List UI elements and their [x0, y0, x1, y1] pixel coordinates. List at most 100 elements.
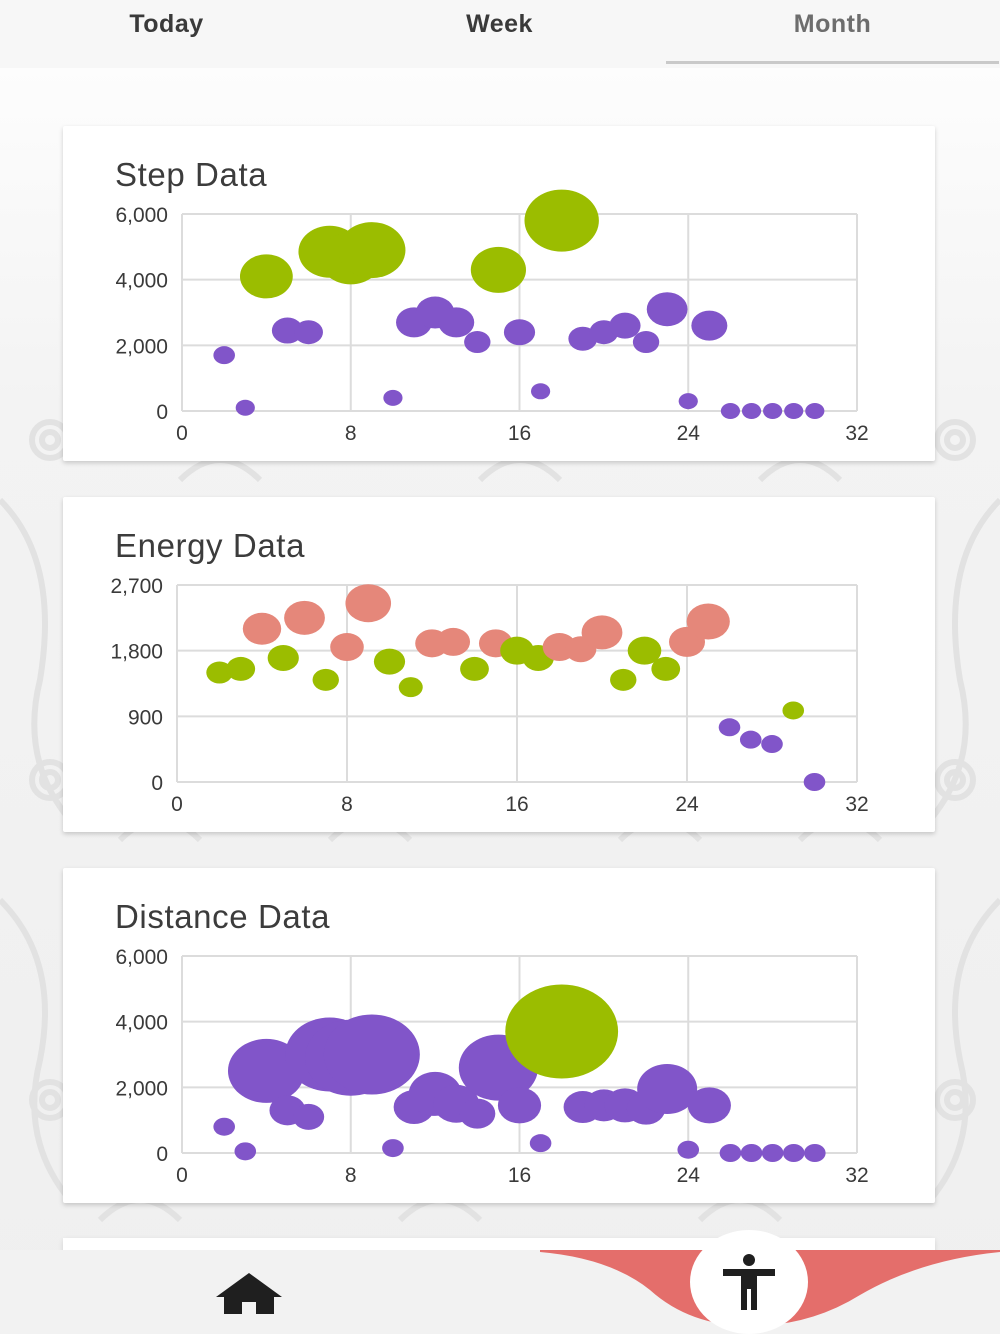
data-bubble: [646, 292, 688, 327]
data-bubble: [691, 310, 728, 341]
data-bubble: [718, 718, 741, 737]
data-bubble: [292, 1103, 325, 1130]
x-tick-label: 32: [845, 422, 868, 445]
data-bubble: [470, 246, 527, 293]
bubble-series: [206, 584, 826, 791]
x-tick-label: 0: [176, 1164, 188, 1187]
y-tick-label: 6,000: [115, 204, 168, 227]
x-tick-label: 0: [171, 793, 183, 816]
accessibility-button[interactable]: [690, 1230, 808, 1334]
x-tick-label: 24: [677, 422, 701, 445]
data-bubble: [529, 1134, 552, 1153]
data-bubble: [345, 584, 392, 623]
x-tick-label: 16: [508, 1164, 531, 1187]
data-bubble: [284, 600, 325, 635]
step-chart: 0 8 16 24 32 0 2,000 4,000 6,000: [115, 189, 869, 445]
chart-grid: [176, 584, 858, 783]
x-tick-label: 8: [345, 1164, 357, 1187]
x-tick-label: 0: [176, 422, 188, 445]
data-bubble: [323, 1014, 420, 1095]
data-bubble: [610, 668, 637, 691]
tab-week[interactable]: Week: [466, 10, 533, 38]
energy-data-card: Energy Data 0 8 16 24 32 0 900 1,800 2,700: [63, 497, 935, 832]
data-bubble: [242, 612, 282, 645]
x-tick-label: 8: [341, 793, 353, 816]
distance-chart: 0 8 16 24 32 0 2,000 4,000 6,000: [115, 946, 868, 1187]
x-tick-label: 16: [505, 793, 528, 816]
data-bubble: [686, 603, 730, 640]
x-tick-label: 32: [845, 793, 868, 816]
data-bubble: [235, 399, 255, 416]
accessibility-icon: [723, 1254, 775, 1310]
card-title: Step Data: [115, 156, 268, 193]
data-bubble: [741, 403, 762, 419]
data-bubble: [804, 1144, 826, 1162]
data-bubble: [761, 1144, 784, 1162]
energy-chart: 0 8 16 24 32 0 900 1,800 2,700: [110, 575, 868, 816]
data-bubble: [677, 1140, 700, 1159]
data-bubble: [524, 189, 599, 252]
data-bubble: [637, 1063, 698, 1114]
y-tick-label: 900: [128, 706, 163, 729]
data-bubble: [784, 403, 804, 419]
chart-grid: [181, 213, 858, 412]
data-bubble: [383, 389, 403, 406]
data-bubble: [294, 320, 323, 345]
home-icon: [216, 1273, 282, 1314]
data-bubble: [206, 661, 233, 684]
data-bubble: [740, 1144, 763, 1162]
y-tick-label: 1,800: [110, 641, 163, 664]
data-bubble: [782, 1144, 805, 1162]
data-bubble: [609, 312, 641, 339]
bubble-series: [213, 189, 825, 419]
y-tick-label: 6,000: [115, 946, 168, 969]
data-bubble: [226, 656, 256, 681]
card-title: Energy Data: [115, 527, 306, 564]
data-bubble: [459, 1098, 496, 1129]
data-bubble: [438, 307, 475, 338]
data-bubble: [497, 1087, 542, 1124]
y-tick-label: 0: [151, 772, 163, 795]
x-tick-label: 32: [845, 1164, 868, 1187]
bottom-navigation: [0, 1230, 1000, 1334]
data-bubble: [503, 319, 536, 346]
data-bubble: [805, 403, 825, 419]
data-bubble: [338, 222, 406, 279]
data-bubble: [581, 615, 623, 650]
data-bubble: [632, 331, 660, 354]
data-bubble: [464, 331, 491, 354]
data-bubble: [720, 403, 741, 419]
data-bubble: [271, 317, 304, 344]
data-bubble: [763, 403, 783, 419]
data-bubble: [803, 773, 826, 791]
data-bubble: [782, 701, 805, 720]
data-bubble: [678, 393, 698, 410]
data-bubble: [330, 633, 364, 662]
data-bubble: [213, 1117, 235, 1136]
data-bubble: [239, 254, 293, 299]
y-tick-label: 2,000: [115, 1077, 168, 1100]
data-bubble: [739, 730, 762, 749]
background-pattern: [0, 419, 1000, 1223]
data-bubble: [267, 644, 299, 671]
y-tick-label: 4,000: [115, 270, 168, 293]
y-tick-label: 2,000: [115, 335, 168, 358]
data-bubble: [627, 636, 662, 665]
step-data-card: Step Data 0 8 16 24 32 0 2,000 4,000 6,000: [63, 126, 935, 461]
data-bubble: [373, 648, 406, 675]
y-tick-label: 4,000: [115, 1012, 168, 1035]
data-bubble: [436, 627, 471, 656]
y-tick-label: 0: [156, 1143, 168, 1166]
bubble-series: [213, 984, 826, 1162]
data-bubble: [234, 1142, 257, 1161]
card-title: Distance Data: [115, 898, 331, 935]
data-bubble: [213, 346, 235, 365]
y-tick-label: 2,700: [110, 575, 163, 598]
data-bubble: [382, 1139, 404, 1158]
x-tick-label: 24: [677, 1164, 701, 1187]
data-bubble: [505, 984, 619, 1079]
tab-today[interactable]: Today: [129, 10, 204, 38]
distance-data-card: Distance Data 0 8 16 24 32 0 2,000 4,000 6,000: [63, 868, 935, 1203]
home-button[interactable]: [213, 1270, 285, 1316]
tab-month[interactable]: Month: [666, 0, 999, 64]
